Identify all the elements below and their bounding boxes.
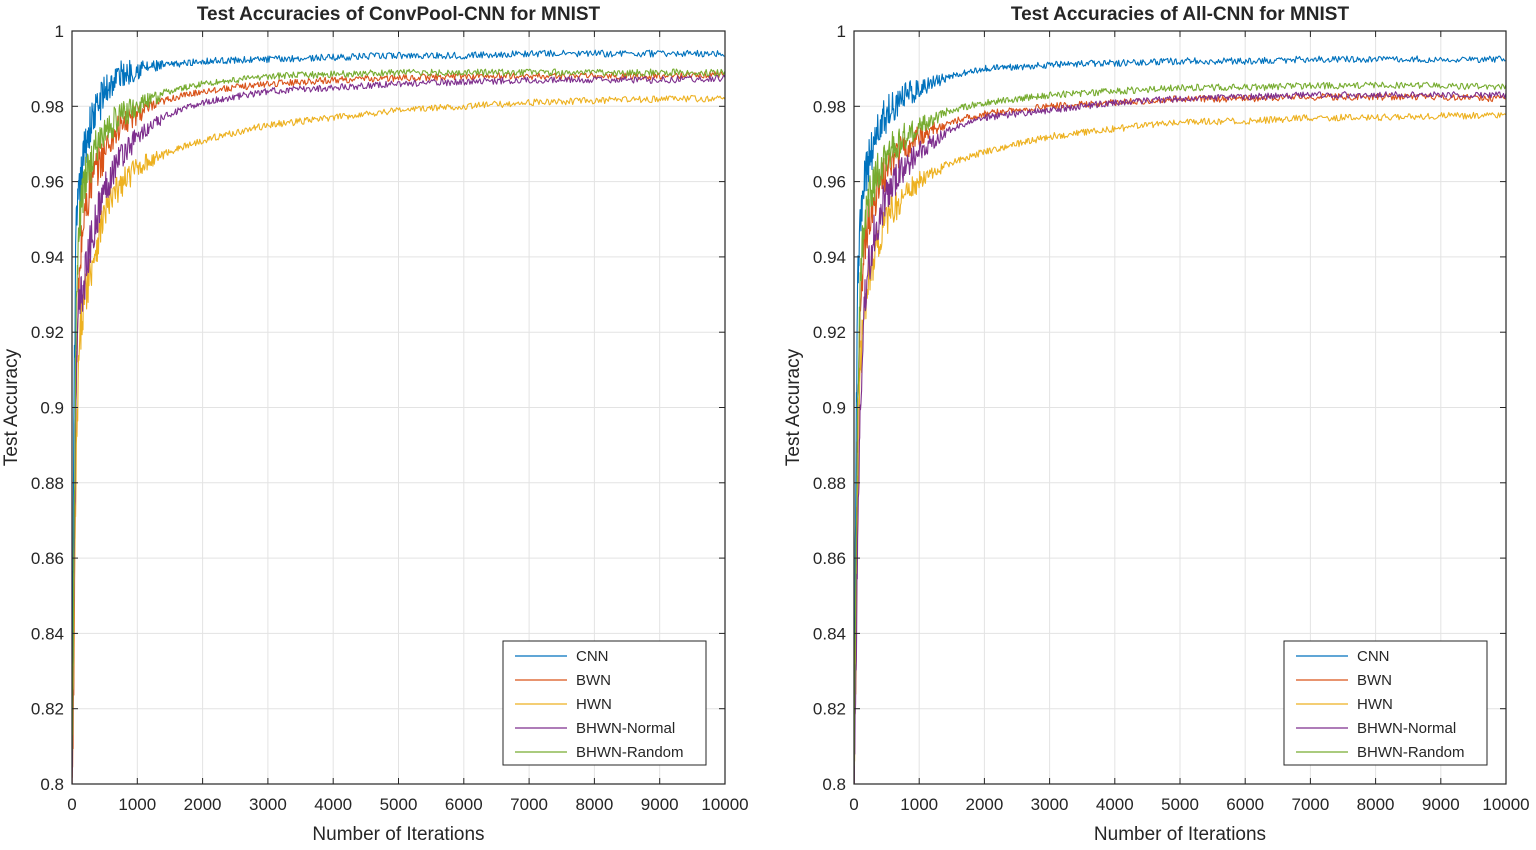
series-line-bhwn-random (854, 81, 1506, 784)
y-tick-label: 0.86 (813, 549, 846, 568)
y-tick-label: 1 (55, 22, 64, 41)
x-tick-label: 8000 (575, 795, 613, 814)
legend-label: BWN (1357, 672, 1392, 689)
x-axis-label: Number of Iterations (312, 824, 484, 845)
chart-title: Test Accuracies of ConvPool-CNN for MNIS… (197, 4, 601, 25)
legend-label: BHWN-Normal (576, 720, 675, 737)
y-tick-label: 0.98 (31, 97, 64, 116)
y-tick-label: 0.9 (40, 399, 64, 418)
y-tick-label: 0.92 (813, 323, 846, 342)
legend-label: CNN (1357, 648, 1390, 665)
x-tick-label: 2000 (965, 795, 1003, 814)
series-line-hwn (854, 111, 1506, 784)
x-tick-label: 8000 (1357, 795, 1395, 814)
x-tick-label: 0 (67, 795, 76, 814)
y-tick-label: 0.94 (813, 248, 846, 267)
y-tick-label: 0.9 (822, 399, 846, 418)
series-line-bhwn-normal (854, 91, 1506, 784)
y-axis-label: Test Accuracy (783, 348, 804, 466)
y-tick-label: 0.8 (40, 775, 64, 794)
y-tick-label: 0.96 (31, 173, 64, 192)
y-tick-label: 0.88 (813, 474, 846, 493)
x-tick-label: 3000 (249, 795, 287, 814)
chart-panel-1: 0 1000 2000 3000 4000 5000 6000 7000 8000 9000 100… (1, 4, 749, 845)
legend-box (502, 640, 707, 766)
x-axis-label: Number of Iterations (1094, 824, 1266, 845)
y-tick-label: 0.96 (813, 173, 846, 192)
x-tick-label: 9000 (1422, 795, 1460, 814)
legend: CNN BWN HWN BHWN-Normal BHWN-Random (502, 640, 707, 766)
x-tick-label: 4000 (1096, 795, 1134, 814)
legend-label: HWN (576, 696, 612, 713)
chart-title: Test Accuracies of All-CNN for MNIST (1011, 4, 1350, 25)
y-tick-label: 0.84 (813, 624, 846, 643)
series-line-cnn (72, 49, 725, 720)
x-tick-label: 6000 (1226, 795, 1264, 814)
y-tick-label: 0.84 (31, 624, 64, 643)
y-tick-label: 0.82 (31, 700, 64, 719)
x-tick-label: 7000 (510, 795, 548, 814)
legend-box (1283, 640, 1488, 766)
series-lines (854, 55, 1506, 784)
x-tick-label: 5000 (380, 795, 418, 814)
y-tick-label: 0.88 (31, 474, 64, 493)
legend-label: BHWN-Normal (1357, 720, 1456, 737)
x-tick-label: 2000 (184, 795, 222, 814)
y-tick-label: 0.86 (31, 549, 64, 568)
legend-label: HWN (1357, 696, 1393, 713)
legend-label: CNN (576, 648, 609, 665)
y-tick-label: 1 (837, 22, 846, 41)
y-axis-label: Test Accuracy (1, 348, 22, 466)
series-line-bhwn-normal (72, 74, 725, 784)
legend-label: BHWN-Random (576, 744, 684, 761)
series-line-bhwn-random (72, 68, 725, 768)
chart-panel-2: 0 1000 2000 3000 4000 5000 6000 7000 8000 9000 100… (783, 4, 1530, 845)
legend: CNN BWN HWN BHWN-Normal BHWN-Random (1283, 640, 1488, 766)
y-tick-label: 0.98 (813, 97, 846, 116)
y-tick-label: 0.8 (822, 775, 846, 794)
x-tick-label: 1000 (118, 795, 156, 814)
x-tick-label: 4000 (314, 795, 352, 814)
x-tick-label: 7000 (1291, 795, 1329, 814)
legend-label: BWN (576, 672, 611, 689)
y-tick-label: 0.92 (31, 323, 64, 342)
x-tick-label: 6000 (445, 795, 483, 814)
x-tick-label: 10000 (1482, 795, 1529, 814)
x-tick-label: 0 (849, 795, 858, 814)
x-tick-label: 9000 (641, 795, 679, 814)
x-tick-label: 3000 (1031, 795, 1069, 814)
series-line-cnn (854, 55, 1506, 784)
series-line-hwn (72, 94, 725, 784)
x-tick-label: 5000 (1161, 795, 1199, 814)
series-lines (72, 49, 725, 784)
y-tick-label: 0.94 (31, 248, 64, 267)
y-tick-label: 0.82 (813, 700, 846, 719)
x-tick-label: 10000 (701, 795, 748, 814)
x-tick-label: 1000 (900, 795, 938, 814)
legend-label: BHWN-Random (1357, 744, 1465, 761)
